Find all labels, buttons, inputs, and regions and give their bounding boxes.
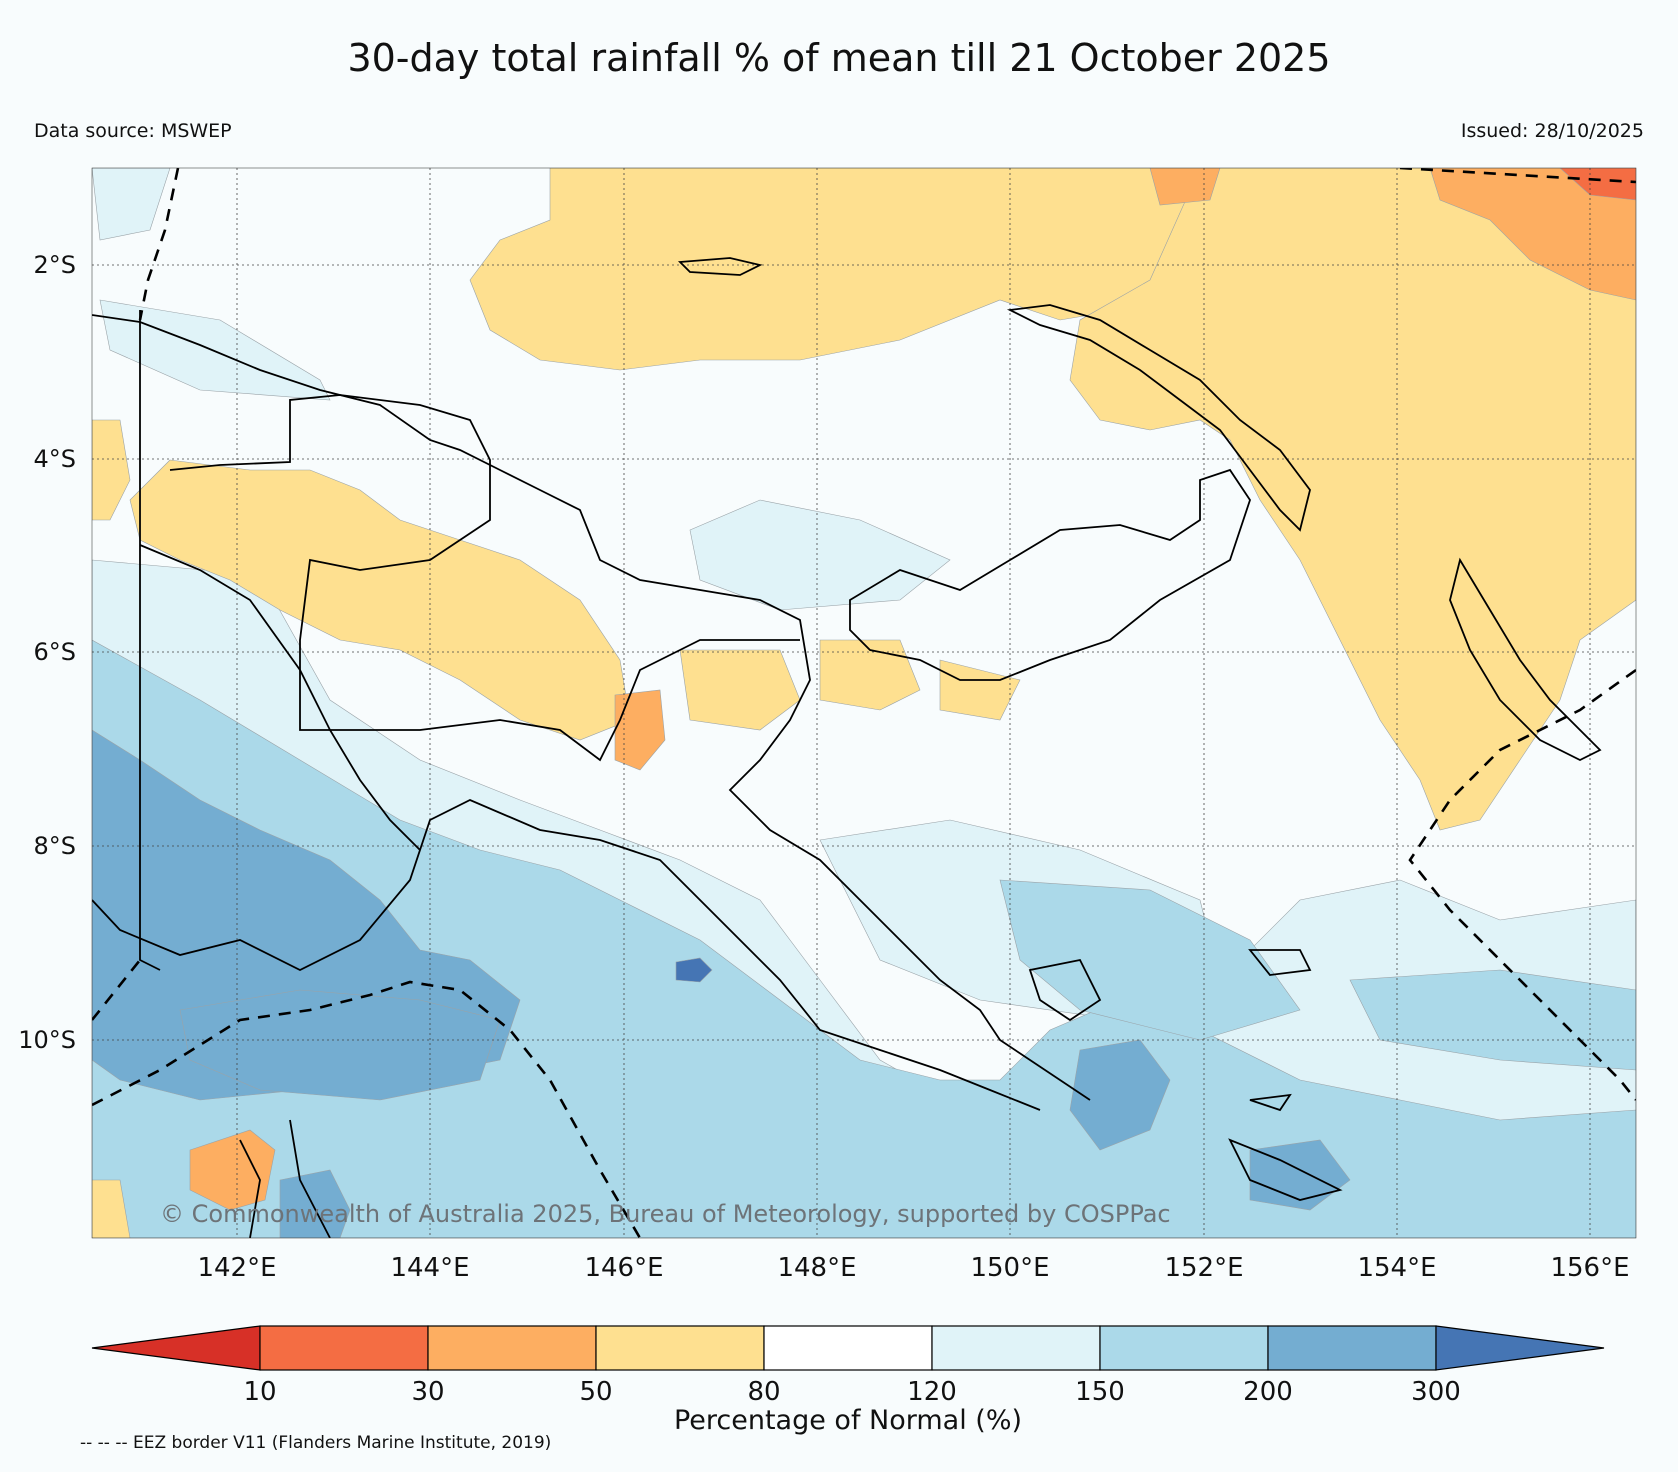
dry-medium-region-northeast	[1149, 168, 1636, 301]
map-panel	[91, 167, 1637, 1239]
colorbar-segment-200-300	[1267, 1325, 1437, 1371]
issued-date: Issued: 28/10/2025	[1460, 120, 1644, 142]
colorbar-segment-80-120	[763, 1325, 933, 1371]
dry-light-region-northeast	[1069, 168, 1636, 831]
colorbar-segment-above-300	[1435, 1325, 1605, 1371]
eez-border-north	[138, 168, 180, 321]
lon-label-152e: 152°E	[1164, 1253, 1243, 1283]
map-frame	[91, 167, 1637, 1239]
colorbar-tick-200: 200	[1243, 1377, 1293, 1407]
lon-label-148e: 148°E	[777, 1253, 856, 1283]
wet-strong-region-cape	[279, 1169, 351, 1238]
lon-label-150e: 150°E	[970, 1253, 1049, 1283]
colorbar-title: Percentage of Normal (%)	[674, 1405, 1022, 1436]
wet-strong-region-east	[1069, 1039, 1171, 1151]
dry-medium-region-cape	[189, 1129, 276, 1211]
new-ireland-coast	[1006, 304, 1311, 532]
eez-footnote: -- -- -- EEZ border V11 (Flanders Marine…	[80, 1433, 552, 1453]
wet-extreme-region	[675, 957, 713, 983]
wet-medium-region-east	[999, 879, 1301, 1041]
rainfall-contours	[92, 168, 1636, 1238]
lat-label-8s: 8°S	[33, 832, 76, 860]
colorbar-segment-10-30	[259, 1325, 429, 1371]
colorbar-segment-below-10	[91, 1325, 261, 1371]
lat-label-4s: 4°S	[33, 445, 76, 473]
coastlines	[92, 257, 1602, 1238]
eez-border-northeast	[1399, 168, 1636, 184]
dry-light-region-west-edge	[92, 419, 131, 1238]
provincial-border-west	[169, 394, 800, 762]
dry-strong-region-northeast	[1559, 168, 1636, 201]
data-source-label: Data source: MSWEP	[34, 120, 232, 142]
wet-medium-region-se	[1349, 969, 1636, 1071]
colorbar-segment-120-150	[931, 1325, 1101, 1371]
lon-label-146e: 146°E	[584, 1253, 663, 1283]
colorbar-segment-50-80	[595, 1325, 765, 1371]
eez-border-southwest	[92, 980, 642, 1238]
lon-label-144e: 144°E	[390, 1253, 469, 1283]
dry-medium-region-central	[614, 689, 666, 771]
colorbar-tick-300: 300	[1411, 1377, 1461, 1407]
colorbar-tick-30: 30	[411, 1377, 444, 1407]
colorbar-segment-150-200	[1099, 1325, 1269, 1371]
lon-label-154e: 154°E	[1357, 1253, 1436, 1283]
colorbar-tick-120: 120	[907, 1377, 957, 1407]
png-west-border	[139, 310, 161, 971]
dry-light-region-mid	[679, 639, 1021, 731]
eez-border-east	[1408, 668, 1636, 1101]
colorbar-tick-10: 10	[243, 1377, 276, 1407]
colorbar-tick-50: 50	[579, 1377, 612, 1407]
wet-light-region-north	[92, 168, 331, 401]
southern-highlands-border	[139, 544, 421, 851]
lat-label-10s: 10°S	[18, 1026, 76, 1054]
wet-light-region-central	[689, 499, 951, 611]
map-title: 30-day total rainfall % of mean till 21 …	[347, 36, 1331, 80]
lat-label-6s: 6°S	[33, 638, 76, 666]
copyright-notice: © Commonwealth of Australia 2025, Bureau…	[160, 1200, 1171, 1228]
latitude-labels: 2°S 4°S 6°S 8°S 10°S	[18, 251, 76, 1054]
new-britain-coast	[849, 468, 1251, 681]
lon-label-142e: 142°E	[197, 1253, 276, 1283]
lon-label-156e: 156°E	[1550, 1253, 1629, 1283]
cape-york-coast	[239, 1119, 331, 1238]
south-islands-coast	[1028, 949, 1343, 1201]
colorbar-tick-80: 80	[747, 1377, 780, 1407]
eez-border-west	[92, 959, 142, 1021]
new-guinea-south-coast	[92, 799, 1041, 1111]
longitude-labels: 142°E 144°E 146°E 148°E 150°E 152°E 154°…	[197, 1253, 1629, 1283]
colorbar: 10 30 50 80 120 150 200 300 Percentage o…	[91, 1325, 1605, 1436]
bougainville-coast	[1449, 557, 1602, 762]
colorbar-segment-30-50	[427, 1325, 597, 1371]
colorbar-tick-150: 150	[1075, 1377, 1125, 1407]
dry-light-region-central-west	[129, 459, 631, 741]
lat-label-2s: 2°S	[33, 251, 76, 279]
manus-island-coast	[677, 257, 763, 276]
wet-medium-region-south	[92, 639, 1636, 1238]
graticule	[92, 168, 1636, 1238]
new-guinea-north-coast	[92, 314, 1091, 1101]
eez-borders	[92, 168, 1636, 1238]
